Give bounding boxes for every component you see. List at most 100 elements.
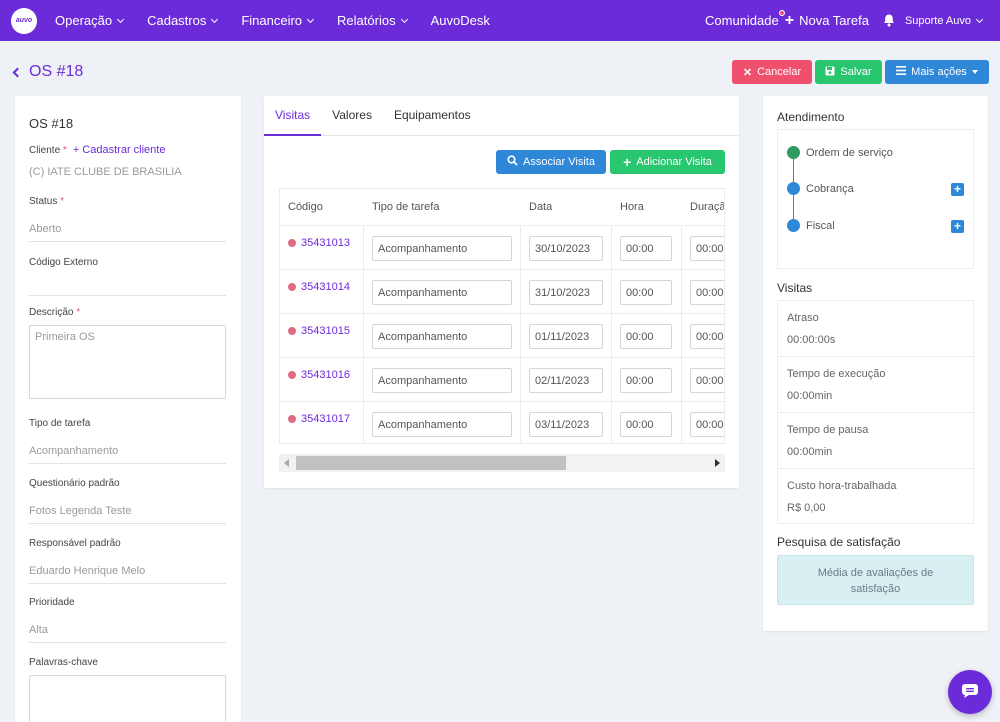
scroll-thumb[interactable] — [296, 456, 566, 470]
caret-down-icon — [971, 70, 978, 74]
data-input[interactable]: 31/10/2023 — [529, 280, 603, 305]
summary-atraso: Atraso 00:00:00s — [778, 301, 973, 357]
horizontal-scrollbar[interactable] — [279, 454, 725, 472]
scroll-left-icon[interactable] — [284, 459, 289, 467]
user-menu[interactable]: Suporte Auvo — [905, 15, 984, 27]
descricao-textarea[interactable]: Primeira OS — [29, 325, 226, 399]
tipo-input[interactable]: Acompanhamento — [372, 324, 512, 349]
duracao-input[interactable]: 00:00 — [690, 236, 724, 261]
status-dot — [288, 283, 296, 291]
data-input[interactable]: 30/10/2023 — [529, 236, 603, 261]
nav-cadastros[interactable]: Cadastros — [147, 13, 219, 28]
duracao-input[interactable]: 00:00 — [690, 412, 724, 437]
tipo-input[interactable]: Acompanhamento — [372, 368, 512, 393]
cliente-field[interactable]: (C) IATE CLUBE DE BRASILIA — [29, 166, 182, 178]
tab-valores[interactable]: Valores — [332, 108, 372, 122]
visit-code: 35431017 — [301, 413, 350, 425]
duracao-input[interactable]: 00:00 — [690, 324, 724, 349]
nav-right: Comunidade + Nova Tarefa Suporte Auvo — [705, 0, 1000, 41]
comunidade-link[interactable]: Comunidade — [705, 10, 785, 28]
top-navbar: auvo Operação Cadastros Financeiro Relat… — [0, 0, 1000, 41]
save-icon — [825, 66, 835, 79]
duracao-input[interactable]: 00:00 — [690, 368, 724, 393]
divider — [29, 642, 226, 643]
col-tipo-tarefa: Tipo de tarefa — [372, 201, 440, 213]
visit-code-link[interactable]: 35431014 — [288, 281, 350, 293]
scroll-right-icon[interactable] — [715, 459, 720, 467]
plus-icon: + — [784, 11, 795, 29]
hora-input[interactable]: 00:00 — [620, 324, 672, 349]
atendimento-timeline: Ordem de serviço Cobrança + Fiscal + — [777, 129, 974, 269]
nav-financeiro[interactable]: Financeiro — [241, 13, 315, 28]
associar-visita-label: Associar Visita — [523, 156, 595, 168]
col-divider — [681, 225, 682, 443]
summary-value: 00:00min — [787, 390, 833, 402]
visit-code-link[interactable]: 35431013 — [288, 237, 350, 249]
add-fiscal-button[interactable]: + — [951, 220, 964, 233]
tipo-input[interactable]: Acompanhamento — [372, 280, 512, 305]
summary-tempo-pausa: Tempo de pausa 00:00min — [778, 413, 973, 469]
hora-input[interactable]: 00:00 — [620, 280, 672, 305]
questionario-field[interactable]: Fotos Legenda Teste — [29, 505, 132, 517]
status-dot — [288, 415, 296, 423]
data-input[interactable]: 03/11/2023 — [529, 412, 603, 437]
visit-code-link[interactable]: 35431015 — [288, 325, 350, 337]
visit-code-link[interactable]: 35431017 — [288, 413, 350, 425]
chevron-down-icon — [117, 15, 125, 23]
hora-input[interactable]: 00:00 — [620, 236, 672, 261]
codigo-externo-field[interactable] — [29, 295, 226, 296]
tipo-tarefa-field[interactable]: Acompanhamento — [29, 445, 119, 457]
step-dot — [787, 146, 800, 159]
visit-code: 35431014 — [301, 281, 350, 293]
nav-auvodesk[interactable]: AuvoDesk — [431, 13, 490, 28]
visit-code: 35431016 — [301, 369, 350, 381]
questionario-label: Questionário padrão — [29, 478, 120, 489]
add-cobranca-button[interactable]: + — [951, 183, 964, 196]
bell-icon[interactable] — [883, 14, 895, 27]
step-dot — [787, 219, 800, 232]
col-data: Data — [529, 201, 553, 213]
chat-button[interactable] — [948, 670, 992, 714]
duracao-input[interactable]: 00:00 — [690, 280, 724, 305]
nav-relatorios[interactable]: Relatórios — [337, 13, 408, 28]
summary-value: 00:00min — [787, 446, 833, 458]
hora-input[interactable]: 00:00 — [620, 412, 672, 437]
chevron-down-icon — [400, 15, 408, 23]
back-link[interactable]: OS #18 — [12, 63, 83, 81]
summary-value: R$ 0,00 — [787, 502, 826, 514]
palavras-chave-textarea[interactable] — [29, 675, 226, 722]
auvo-logo[interactable]: auvo — [11, 7, 37, 34]
status-dot — [288, 371, 296, 379]
chevron-left-icon — [12, 67, 23, 77]
tipo-input[interactable]: Acompanhamento — [372, 412, 512, 437]
responsavel-label: Responsável padrão — [29, 538, 121, 549]
adicionar-visita-button[interactable]: + Adicionar Visita — [610, 150, 725, 174]
tab-equipamentos[interactable]: Equipamentos — [393, 108, 471, 122]
nav-operacao[interactable]: Operação — [55, 13, 125, 28]
responsavel-field[interactable]: Eduardo Henrique Melo — [29, 565, 146, 577]
save-button[interactable]: Salvar — [815, 60, 882, 84]
prioridade-field[interactable]: Alta — [29, 624, 48, 636]
comunidade-label: Comunidade — [705, 13, 779, 28]
nav-auvodesk-label: AuvoDesk — [430, 13, 490, 28]
visit-code-link[interactable]: 35431016 — [288, 369, 350, 381]
more-actions-button[interactable]: Mais ações — [885, 60, 989, 84]
nova-tarefa-button[interactable]: + Nova Tarefa — [784, 11, 869, 29]
status-field[interactable]: Aberto — [29, 223, 62, 235]
nav-cadastros-label: Cadastros — [147, 13, 207, 28]
tab-visitas[interactable]: Visitas — [264, 96, 322, 136]
more-actions-label: Mais ações — [911, 66, 967, 78]
cancel-button[interactable]: ✕ Cancelar — [732, 60, 812, 84]
step-label: Ordem de serviço — [806, 146, 893, 159]
tipo-input[interactable]: Acompanhamento — [372, 236, 512, 261]
cliente-label-text: Cliente — [29, 145, 61, 156]
associar-visita-button[interactable]: Associar Visita — [496, 150, 606, 174]
data-input[interactable]: 01/11/2023 — [529, 324, 603, 349]
hora-input[interactable]: 00:00 — [620, 368, 672, 393]
cadastrar-cliente-link[interactable]: + Cadastrar cliente — [72, 144, 166, 156]
plus-icon: + — [623, 154, 632, 170]
step-fiscal: Fiscal — [787, 219, 835, 232]
data-input[interactable]: 02/11/2023 — [529, 368, 603, 393]
search-icon — [507, 155, 518, 169]
chat-icon — [961, 683, 979, 701]
